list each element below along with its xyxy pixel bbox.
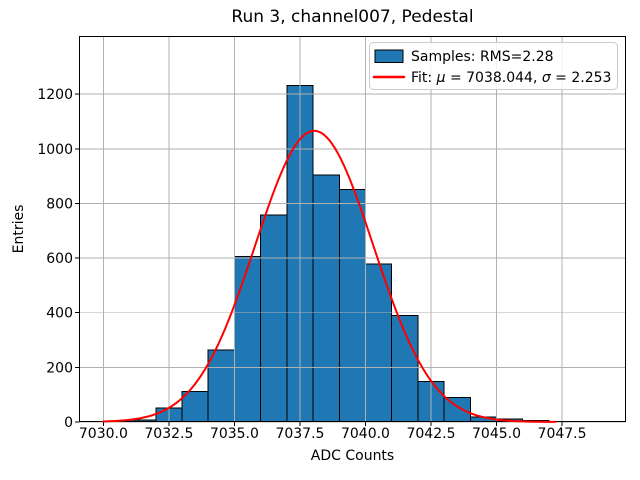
legend: Samples: RMS=2.28 Fit: μ = 7038.044, σ = …	[369, 42, 618, 90]
x-tick-label: 7035.0	[210, 426, 259, 442]
x-axis-label: ADC Counts	[311, 448, 394, 464]
x-tick-label: 7042.5	[406, 426, 455, 442]
histogram-bar	[443, 396, 471, 423]
fit-curve	[102, 129, 557, 423]
y-tick-label: 1200	[37, 87, 73, 103]
legend-box	[369, 42, 618, 90]
plot-frame	[79, 36, 626, 422]
histogram-bar	[207, 349, 235, 423]
y-tick-label: 200	[46, 360, 73, 376]
fit-layer	[102, 129, 557, 423]
tick-labels: 7030.0 7032.5 7035.0 7037.5 7040.0 7042.5 7045…	[37, 87, 586, 442]
legend-label-samples: Samples: RMS=2.28	[411, 49, 554, 65]
y-tick-label: 800	[46, 196, 73, 212]
x-tick-label: 7047.5	[538, 426, 587, 442]
histogram-bar	[233, 256, 262, 423]
y-tick-label: 0	[64, 415, 73, 431]
tick-marks	[75, 93, 563, 426]
y-tick-label: 400	[46, 306, 73, 322]
legend-swatch-samples	[374, 49, 404, 63]
histogram-bar	[338, 189, 366, 423]
x-tick-label: 7040.0	[341, 426, 390, 442]
x-tick-label: 7037.5	[275, 426, 324, 442]
grid	[79, 36, 626, 423]
axes-frame	[79, 36, 626, 422]
histogram-bar	[181, 390, 209, 423]
y-tick-label: 1000	[37, 142, 73, 158]
histogram-bars	[102, 84, 550, 423]
x-tick-label: 7030.0	[79, 426, 128, 442]
histogram-bar	[312, 174, 340, 423]
y-tick-label: 600	[46, 251, 73, 267]
histogram-bar	[260, 214, 288, 423]
y-axis-label: Entries	[11, 205, 27, 254]
legend-label-fit: Fit: μ = 7038.044, σ = 2.253	[411, 70, 611, 86]
plot-title: Run 3, channel007, Pedestal	[231, 7, 473, 27]
x-tick-label: 7045.0	[472, 426, 521, 442]
x-tick-label: 7032.5	[144, 426, 193, 442]
